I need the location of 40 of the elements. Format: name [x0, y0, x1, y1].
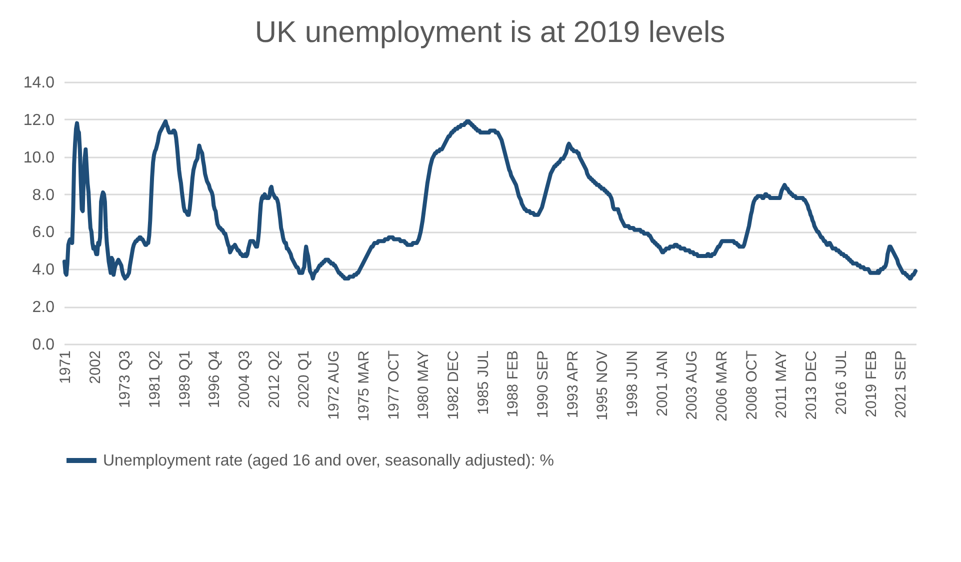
y-tick-label: 14.0	[23, 74, 55, 92]
x-tick-label: 1972 AUG	[326, 350, 343, 420]
x-tick-label: 1996 Q4	[206, 350, 224, 408]
x-tick-label: 2019 FEB	[862, 350, 880, 418]
x-tick-label: 2004 Q3	[236, 350, 254, 408]
chart-title: UK unemployment is at 2019 levels	[254, 16, 726, 49]
x-tick-label: 1988 FEB	[504, 350, 522, 418]
x-tick-label: 1982 DEC	[444, 350, 462, 420]
x-tick-label: 1975 MAR	[355, 350, 372, 422]
x-tick-label: 1993 APR	[564, 350, 582, 418]
x-tick-label: 1973 Q3	[116, 350, 134, 408]
x-tick-label: 1977 OCT	[385, 350, 402, 420]
x-tick-label: 2020 Q1	[296, 350, 313, 408]
y-tick-label: 10.0	[23, 149, 55, 166]
x-tick-label: 2011 MAY	[773, 350, 790, 418]
x-tick-label: 2016 JUL	[832, 350, 850, 415]
x-tick-label: 2003 AUG	[684, 350, 701, 420]
legend-label: Unemployment rate (aged 16 and over, seasonally adjusted): %	[103, 452, 554, 470]
x-tick-label: 2002	[86, 350, 104, 384]
x-tick-label: 1971	[56, 350, 74, 384]
y-tick-label: 4.0	[32, 262, 55, 279]
y-tick-label: 12.0	[23, 112, 55, 129]
x-tick-label: 1981 Q2	[146, 350, 164, 408]
x-tick-label: 2013 DEC	[803, 350, 820, 420]
y-tick-label: 8.0	[32, 186, 55, 204]
x-tick-label: 2012 Q2	[266, 350, 283, 408]
x-tick-label: 1989 Q1	[176, 350, 194, 408]
x-tick-label: 1998 JUN	[624, 350, 642, 418]
x-tick-label: 2006 MAR	[714, 350, 731, 422]
x-tick-label: 2001 JAN	[654, 350, 671, 416]
x-tick-label: 1995 NOV	[594, 350, 612, 421]
x-tick-label: 1985 JUL	[474, 350, 492, 415]
line-series	[62, 119, 918, 280]
x-tick-label: 2008 OCT	[743, 350, 760, 420]
x-tick-label: 1980 MAY	[415, 350, 432, 420]
x-tick-label: 1990 SEP	[534, 350, 552, 418]
y-tick-label: 6.0	[32, 224, 55, 242]
x-tick-label: 2021 SEP	[892, 350, 910, 418]
y-tick-label: 0.0	[32, 336, 55, 354]
y-tick-label: 2.0	[32, 299, 55, 316]
